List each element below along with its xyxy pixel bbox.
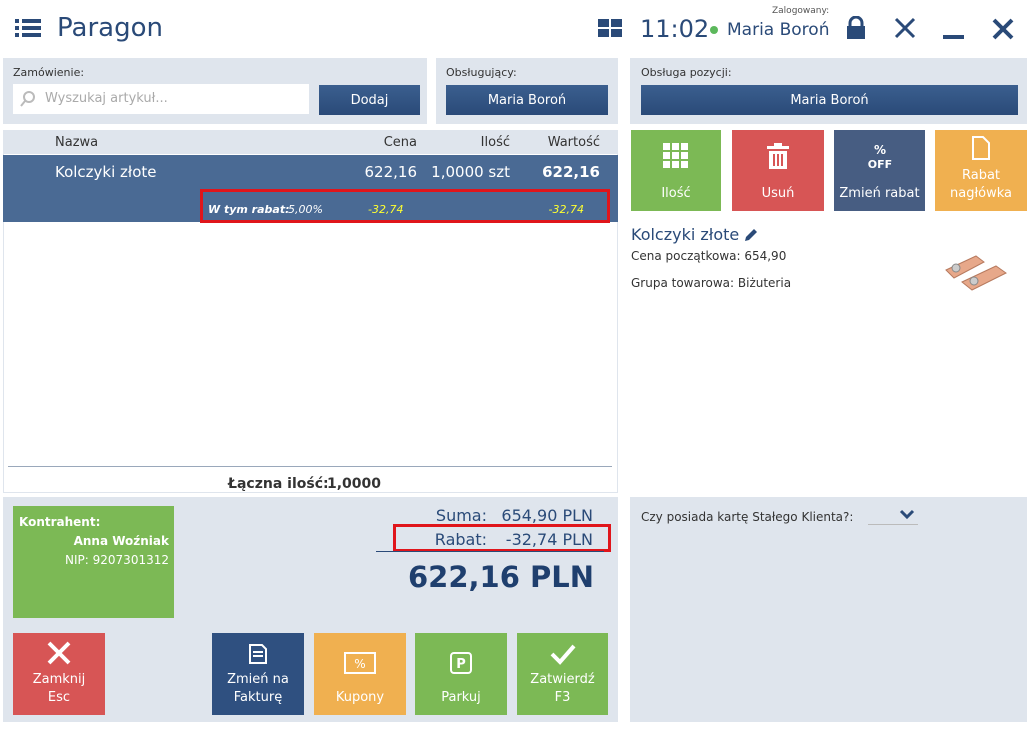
contractor-label: Kontrahent: — [19, 515, 101, 529]
logged-label: Zalogowany: — [772, 6, 830, 16]
cell: 1,0000 szt — [431, 163, 510, 181]
item-service-label: Obsługa pozycji: — [641, 66, 732, 79]
grand-total: 622,16 PLN — [407, 560, 594, 594]
coupons-button[interactable]: % Kupony — [314, 633, 406, 715]
quantity-tile[interactable]: Ilość — [631, 130, 721, 211]
dropdown-line — [868, 524, 918, 525]
delete-tile[interactable]: Usuń — [732, 130, 824, 211]
svg-text:OFF: OFF — [867, 158, 891, 171]
menu-icon[interactable] — [15, 18, 41, 38]
header-discount-tile[interactable]: Rabat nagłówka — [935, 130, 1027, 211]
sum-line — [376, 551, 604, 552]
total-qty-label: Łączna ilość: — [228, 476, 329, 492]
selected-row[interactable] — [3, 155, 618, 222]
grid-icon[interactable] — [598, 19, 624, 39]
minimize[interactable] — [943, 35, 964, 39]
discount-value: -32,74 — [548, 203, 584, 216]
dropdown-arrow[interactable] — [899, 509, 915, 521]
discount-price: -32,74 — [368, 203, 404, 216]
lock-icon[interactable] — [845, 16, 867, 40]
status-dot — [710, 26, 718, 34]
product-image — [945, 255, 1007, 291]
item-service-button[interactable]: Maria Boroń — [641, 85, 1018, 115]
close-button[interactable]: Zamknij Esc — [13, 633, 105, 715]
col-header: Wartość — [547, 135, 600, 150]
contractor-nip: NIP: 9207301312 — [65, 553, 169, 567]
invoice-button[interactable]: Zmień na Fakturę — [212, 633, 304, 715]
park-button[interactable]: P Parkuj — [415, 633, 507, 715]
loyalty-panel — [630, 497, 1027, 722]
add-button[interactable]: Dodaj — [319, 85, 420, 115]
cell: 622,16 — [542, 163, 600, 181]
served-button[interactable]: Maria Boroń — [446, 85, 608, 115]
discount-sum-label: Rabat: — [434, 530, 487, 549]
table-header — [3, 130, 618, 154]
col-header: Ilość — [480, 135, 510, 150]
button-text: Esc — [47, 690, 71, 705]
button-text: F3 — [554, 690, 571, 705]
tile-text: Rabat — [961, 168, 1001, 183]
product-group: Grupa towarowa: Biżuteria — [631, 276, 792, 290]
svg-text:%: % — [354, 657, 365, 671]
discount-percent: 5,00% — [288, 203, 323, 216]
col-header: Cena — [383, 135, 417, 150]
button-text: Zatwierdź — [530, 672, 595, 687]
button-text: Parkuj — [441, 690, 481, 705]
user: Maria Boroń — [727, 20, 830, 40]
clock: 11:02 — [640, 15, 710, 43]
tile-text: Usuń — [761, 186, 795, 201]
discount-sum-value: -32,74 PLN — [505, 530, 593, 549]
tools-icon[interactable] — [893, 16, 917, 40]
tile-text: Zmień rabat — [839, 186, 920, 201]
sum-value: 654,90 PLN — [501, 506, 593, 525]
separator — [8, 466, 612, 467]
contractor-name: Anna Woźniak — [73, 534, 169, 548]
order-label: Zamówienie: — [13, 66, 85, 79]
product-name: Kolczyki złote — [631, 225, 740, 244]
edit-icon[interactable] — [743, 227, 759, 243]
sum-label: Suma: — [435, 506, 487, 525]
title: Paragon — [57, 13, 163, 43]
search-icon — [20, 91, 35, 107]
highlight-box — [393, 524, 611, 552]
tile-text: nagłówka — [949, 186, 1012, 201]
contractor-tile[interactable] — [13, 506, 174, 618]
button-text: Zamknij — [32, 672, 86, 687]
initial-price: Cena początkowa: 654,90 — [631, 249, 787, 263]
search-input[interactable]: Wyszukaj artykuł... — [13, 84, 309, 114]
col-header: Nazwa — [55, 135, 99, 150]
svg-text:P: P — [456, 657, 466, 672]
tile-text: Ilość — [661, 186, 691, 201]
cell: 622,16 — [364, 163, 418, 181]
highlight-box — [200, 189, 610, 223]
total-qty-value: 1,0000 — [327, 476, 382, 492]
discount-label: W tym rabat: — [208, 203, 290, 216]
loyalty-question: Czy posiada kartę Stałego Klienta?: — [641, 510, 854, 524]
button-text: Zmień na — [227, 672, 289, 687]
confirm-button[interactable]: Zatwierdź F3 — [517, 633, 608, 715]
served-label: Obsługujący: — [446, 66, 517, 79]
button-text: Fakturę — [233, 690, 283, 705]
close[interactable] — [992, 18, 1014, 40]
discount-tile[interactable]: % OFF Zmień rabat — [834, 130, 925, 211]
button-text: Kupony — [335, 690, 385, 705]
svg-text:%: % — [873, 143, 885, 157]
cell: Kolczyki złote — [55, 163, 157, 181]
